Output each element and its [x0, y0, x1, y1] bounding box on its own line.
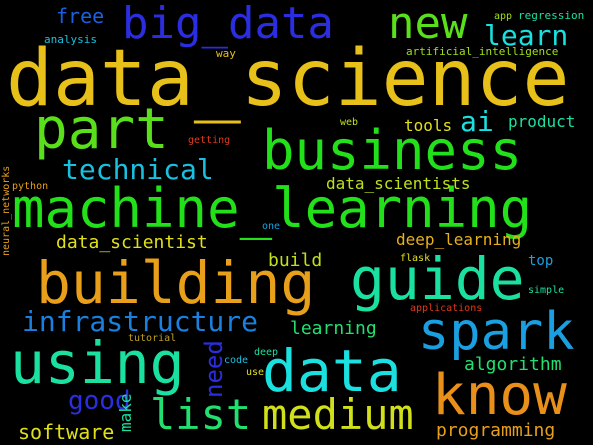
word-software: software	[18, 420, 115, 444]
word-ai: ai	[460, 105, 494, 138]
word-python: python	[12, 181, 49, 192]
word-part: part	[34, 97, 169, 162]
word-medium: medium	[262, 390, 414, 439]
word-free: free	[56, 4, 105, 28]
word-neural-networks: neural_networks	[1, 165, 12, 256]
word-deep-learning: deep_learning	[396, 230, 522, 249]
word-data-science: data_science	[6, 34, 570, 124]
word-guide: guide	[350, 245, 525, 313]
word-need: need	[200, 340, 228, 398]
word-web: web	[340, 117, 359, 128]
word-programming: programming	[436, 420, 556, 441]
word-machine-learning: machine_learning	[12, 177, 533, 240]
word-using: using	[10, 329, 185, 397]
word-infrastructure: infrastructure	[22, 305, 259, 338]
word-list: list	[150, 390, 252, 439]
word-data: data	[262, 337, 402, 405]
word-tutorial: tutorial	[128, 333, 177, 344]
word-spark: spark	[418, 302, 575, 362]
word-technical: technical	[62, 153, 214, 186]
word-top: top	[528, 253, 554, 269]
word-way: way	[216, 47, 236, 60]
word-big-data: big_data	[122, 0, 334, 49]
word-regression: regression	[518, 9, 585, 22]
word-app: app	[494, 11, 513, 22]
word-build: build	[268, 250, 323, 271]
word-getting: getting	[188, 135, 231, 146]
word-new: new	[388, 0, 468, 49]
word-product: product	[508, 112, 576, 131]
word-code: code	[224, 355, 249, 366]
word-tools: tools	[404, 116, 453, 135]
word-deep: deep	[254, 347, 279, 358]
word-applications: applications	[410, 303, 483, 314]
word-business: business	[262, 119, 523, 182]
word-use: use	[246, 367, 265, 378]
word-learn: learn	[484, 19, 569, 52]
word-one: one	[262, 221, 281, 232]
word-analysis: analysis	[44, 33, 97, 46]
word-flask: flask	[400, 253, 431, 264]
word-know: know	[432, 363, 567, 428]
word-building: building	[36, 249, 316, 317]
word-learning: learning	[290, 318, 377, 339]
word-simple: simple	[528, 285, 565, 296]
word-algorithm: algorithm	[464, 354, 562, 375]
word-artificial-intelligence: artificial_intelligence	[406, 45, 559, 58]
word-data-scientist: data_scientist	[56, 232, 208, 253]
word-make: make	[116, 393, 135, 432]
word-good: good	[68, 386, 131, 416]
word-data-scientists: data_scientists	[326, 174, 471, 193]
